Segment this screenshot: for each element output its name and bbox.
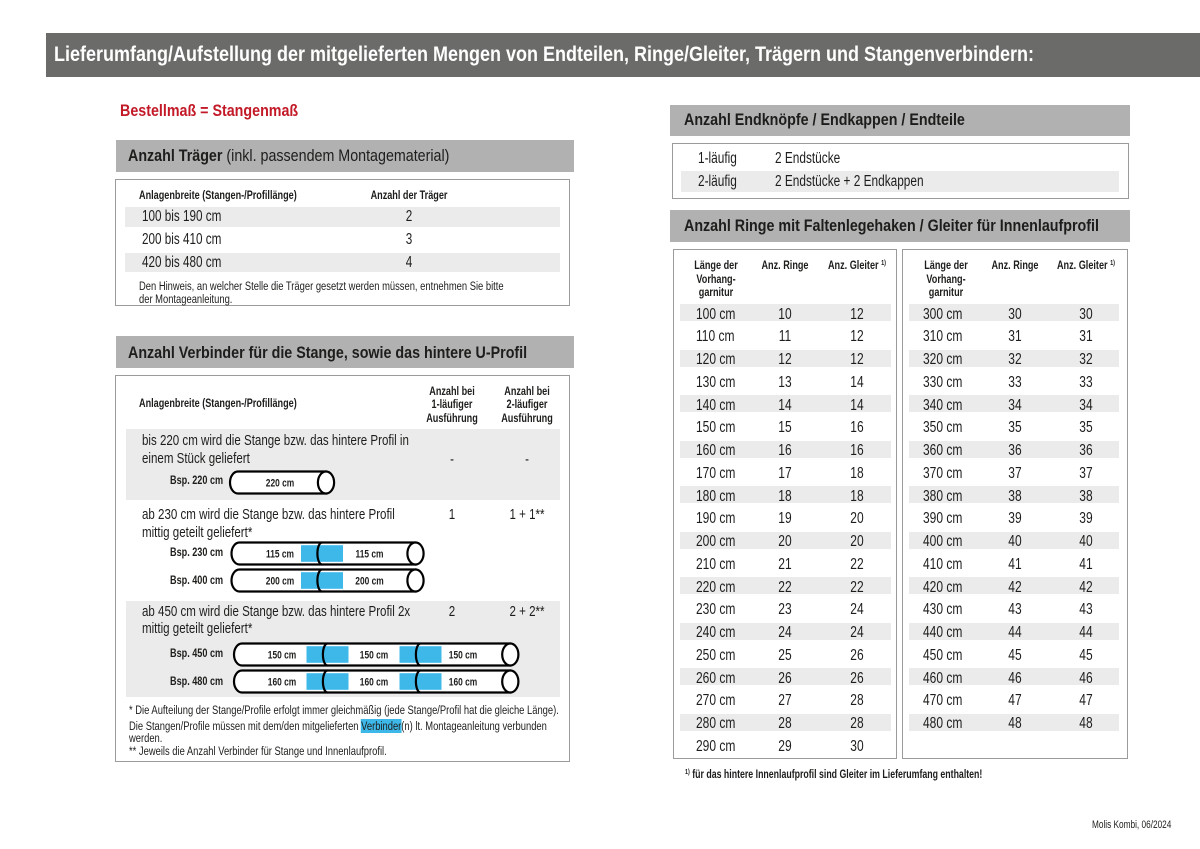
svg-text:150 cm: 150 cm [360, 649, 388, 662]
svg-text:200 cm: 200 cm [266, 575, 294, 588]
svg-text:200 cm: 200 cm [355, 575, 383, 588]
svg-text:160 cm: 160 cm [268, 676, 296, 689]
svg-text:160 cm: 160 cm [360, 676, 388, 689]
svg-text:220 cm: 220 cm [266, 477, 294, 490]
svg-text:150 cm: 150 cm [449, 649, 477, 662]
svg-text:160 cm: 160 cm [449, 676, 477, 689]
svg-text:150 cm: 150 cm [268, 649, 296, 662]
svg-text:115 cm: 115 cm [266, 548, 294, 561]
svg-text:115 cm: 115 cm [356, 548, 384, 561]
